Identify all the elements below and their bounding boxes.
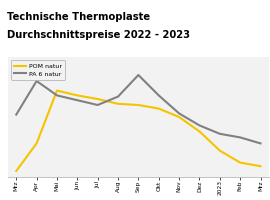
Text: © 2023 Kunststoff Information, Bad Homburg - www.kiweb.de: © 2023 Kunststoff Information, Bad Hombu… <box>7 190 170 195</box>
Text: Technische Thermoplaste: Technische Thermoplaste <box>7 12 150 22</box>
Text: Durchschnittspreise 2022 - 2023: Durchschnittspreise 2022 - 2023 <box>7 30 190 40</box>
Legend: POM natur, PA 6 natur: POM natur, PA 6 natur <box>11 60 65 80</box>
